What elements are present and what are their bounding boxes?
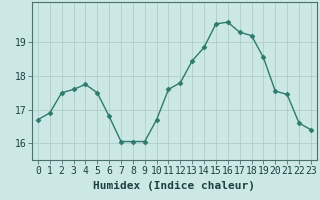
X-axis label: Humidex (Indice chaleur): Humidex (Indice chaleur) [93, 181, 255, 191]
